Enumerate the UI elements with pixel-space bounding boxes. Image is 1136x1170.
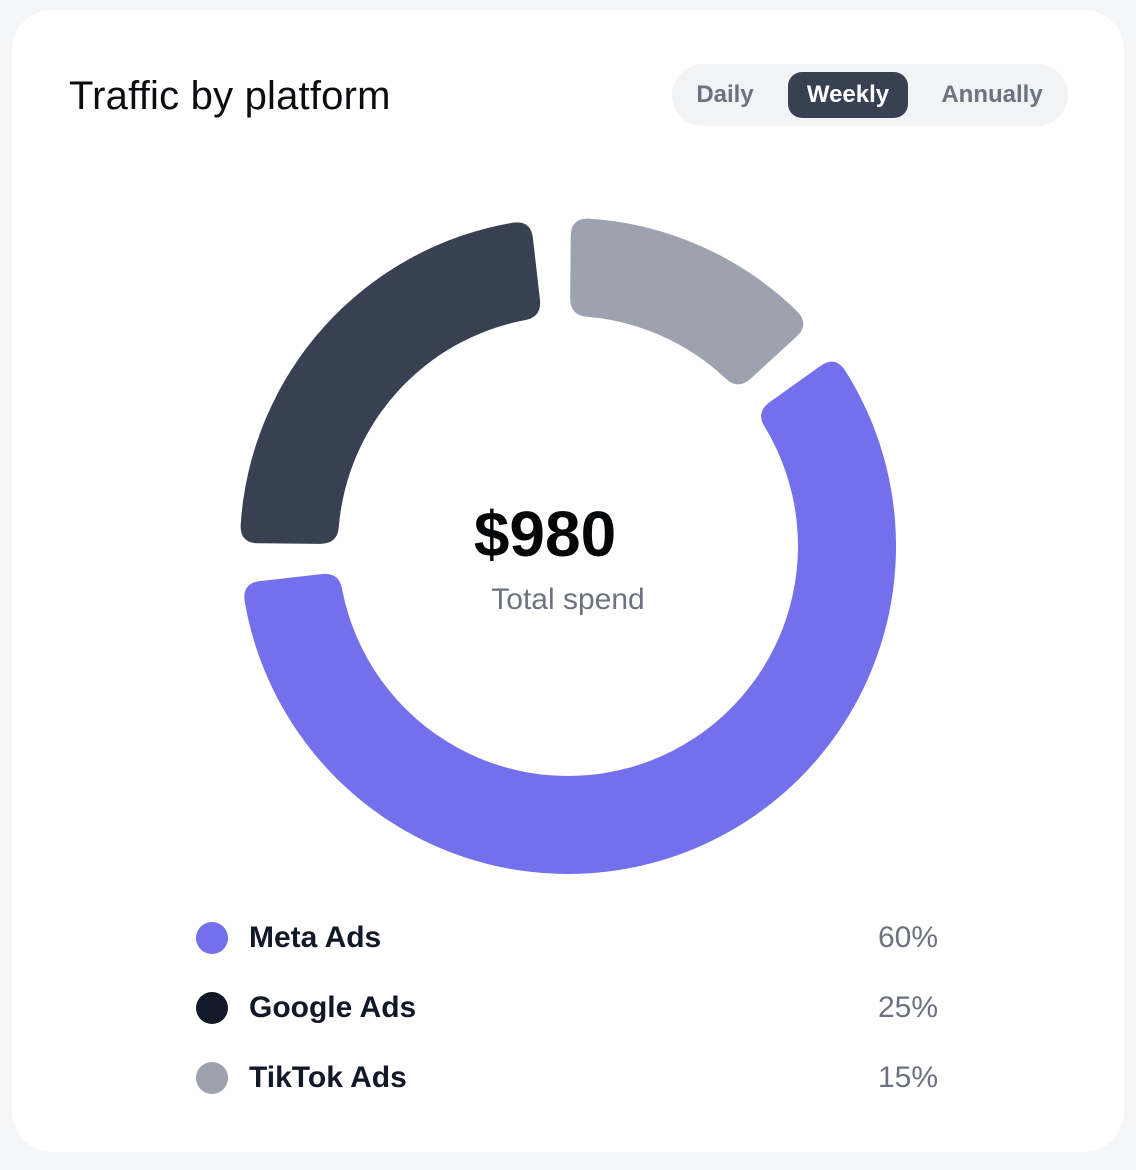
legend-swatch-google-ads [196, 992, 228, 1024]
total-spend-label: Total spend [491, 583, 645, 616]
chart-legend: Meta Ads 60% Google Ads 25% TikTok Ads 1… [196, 904, 942, 1114]
legend-percent: 15% [877, 1061, 938, 1094]
tab-daily[interactable]: Daily [696, 81, 754, 108]
legend-swatch-meta-ads [196, 922, 228, 954]
legend-item-tiktok-ads: TikTok Ads 15% [196, 1044, 942, 1114]
donut-slice-tiktok-ads[interactable] [570, 218, 804, 385]
legend-percent: 60% [877, 921, 938, 954]
card-title: Traffic by platform [69, 74, 391, 118]
tab-weekly[interactable]: Weekly [788, 72, 908, 118]
donut-chart [240, 218, 897, 874]
donut-slice-meta-ads[interactable] [244, 361, 897, 874]
legend-label: TikTok Ads [249, 1061, 407, 1094]
legend-item-google-ads: Google Ads 25% [196, 974, 942, 1044]
period-toggle: Daily Weekly Annually [672, 64, 1068, 126]
legend-label: Meta Ads [249, 921, 382, 954]
tab-annually[interactable]: Annually [941, 81, 1043, 108]
legend-label: Google Ads [249, 991, 417, 1024]
legend-item-meta-ads: Meta Ads 60% [196, 904, 942, 974]
total-spend-value: $980 [473, 498, 617, 570]
legend-swatch-tiktok-ads [196, 1062, 228, 1094]
legend-percent: 25% [877, 991, 938, 1024]
donut-slice-google-ads[interactable] [240, 222, 541, 544]
traffic-card: Traffic by platform Daily Weekly Annuall… [12, 10, 1124, 1152]
